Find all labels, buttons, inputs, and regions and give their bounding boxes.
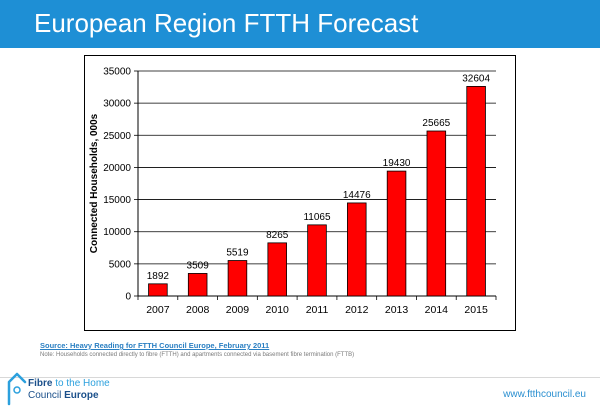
x-tick-label: 2012 — [345, 304, 369, 316]
source-link[interactable]: Source: Heavy Reading for FTTH Council E… — [40, 341, 270, 350]
x-tick-label: 2011 — [306, 304, 329, 316]
x-tick-label: 2013 — [385, 304, 409, 316]
y-tick-label: 10000 — [103, 227, 131, 238]
logo-text-council: Council — [28, 390, 62, 401]
data-label: 1892 — [147, 271, 170, 282]
data-label: 8265 — [266, 230, 289, 241]
data-label: 32604 — [462, 73, 490, 84]
bar — [307, 224, 327, 297]
data-label: 14476 — [343, 190, 371, 201]
logo-line2: Council Europe — [28, 390, 99, 401]
y-tick-label: 30000 — [103, 99, 131, 110]
bar — [386, 170, 407, 297]
logo-text-europe: Europe — [64, 390, 99, 401]
y-axis-label: Connected Households, 000s — [89, 113, 100, 253]
logo-text-fibre: Fibre — [28, 378, 53, 389]
bar — [466, 86, 486, 297]
logo-text-to-the-home: to the Home — [55, 378, 110, 389]
data-label: 19430 — [383, 158, 411, 169]
bar — [426, 130, 447, 297]
house-icon — [7, 372, 27, 406]
y-tick-label: 35000 — [103, 67, 131, 78]
x-tick-label: 2007 — [146, 304, 170, 316]
bar — [187, 273, 208, 297]
footnote: Note: Households connected directly to f… — [40, 352, 355, 358]
footer-divider — [0, 377, 600, 378]
data-label: 11065 — [303, 212, 331, 223]
website-link[interactable]: www.ftthcouncil.eu — [503, 389, 586, 400]
y-tick-label: 15000 — [103, 195, 131, 206]
y-tick-label: 5000 — [109, 259, 132, 270]
x-tick-label: 2014 — [425, 304, 449, 316]
data-label: 3509 — [187, 260, 210, 271]
logo-line1: Fibre to the Home — [28, 378, 110, 389]
y-tick-label: 20000 — [103, 163, 131, 174]
ftth-council-logo: Fibre to the Home Council Europe — [6, 368, 146, 408]
data-label: 5519 — [226, 248, 249, 259]
bar — [227, 260, 248, 297]
bar-chart: 0 5000 10000 15000 20000 25000 30000 35000 1892 2… — [89, 67, 497, 316]
y-tick-label: 25000 — [103, 131, 131, 142]
chart-frame: 0 5000 10000 15000 20000 25000 30000 35000 1892 2… — [84, 55, 516, 331]
x-tick-label: 2009 — [226, 304, 250, 316]
header-bar: European Region FTTH Forecast — [0, 0, 600, 48]
bar — [267, 242, 287, 297]
x-tick-label: 2010 — [266, 304, 290, 316]
bar — [347, 202, 367, 297]
data-label: 25665 — [422, 118, 450, 129]
x-tick-label: 2008 — [186, 304, 210, 316]
y-tick-label: 0 — [125, 292, 131, 303]
x-tick-label: 2015 — [464, 304, 488, 316]
page-title: European Region FTTH Forecast — [34, 8, 419, 38]
bar — [148, 283, 168, 297]
